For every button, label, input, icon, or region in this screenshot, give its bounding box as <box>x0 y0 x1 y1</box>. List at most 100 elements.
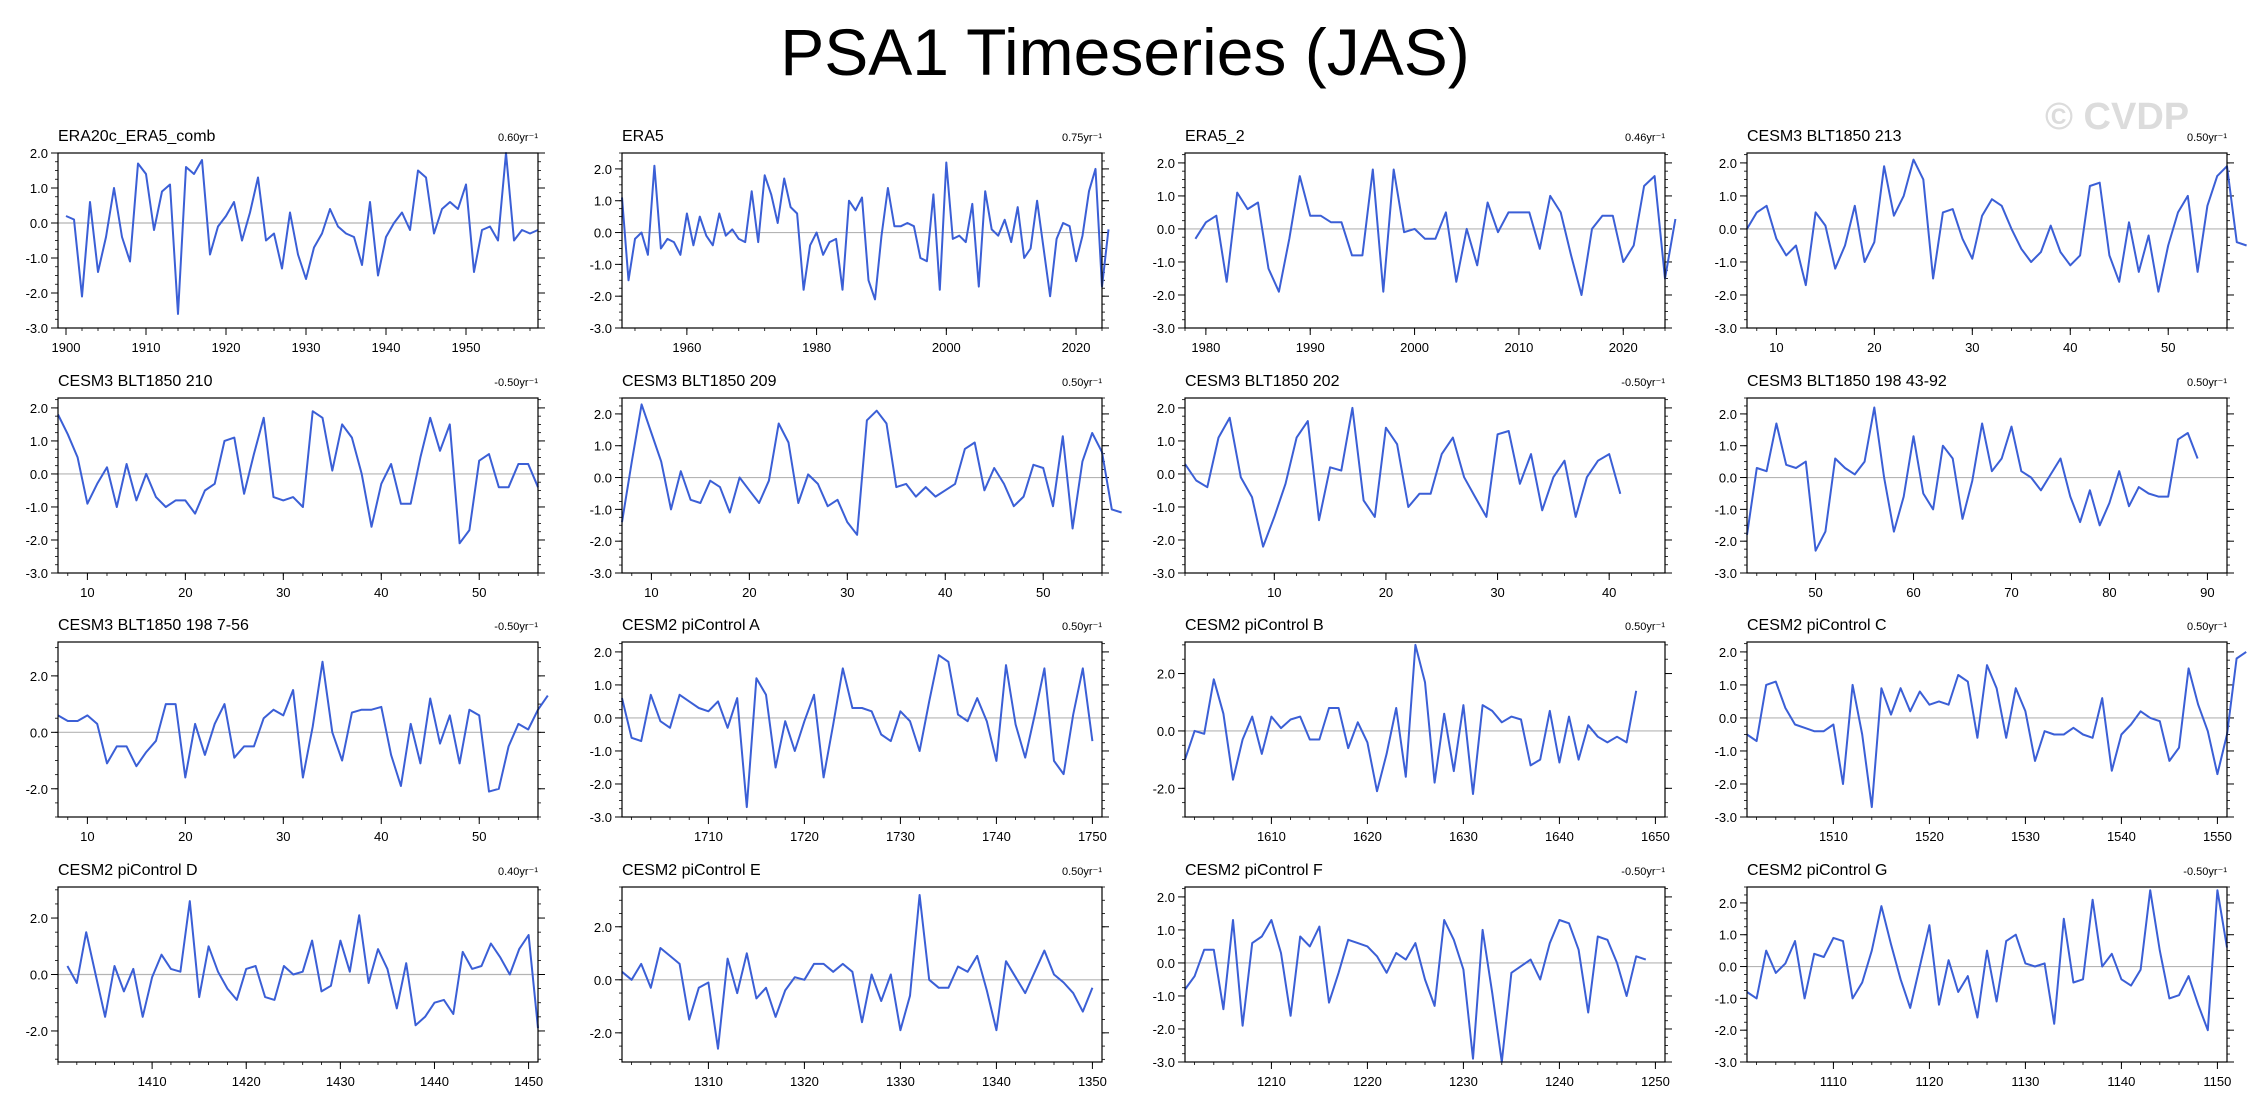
y-tick-label: 2.0 <box>30 911 48 926</box>
trend-label: -0.50yr⁻¹ <box>494 377 538 389</box>
y-tick-label: 1.0 <box>1719 439 1737 454</box>
y-tick-label: 0.0 <box>30 725 48 740</box>
y-tick-label: 0.0 <box>1719 960 1737 975</box>
x-tick-label: 1320 <box>790 1074 819 1089</box>
y-tick-label: -2.0 <box>590 534 612 549</box>
x-tick-label: 10 <box>1769 340 1783 355</box>
trend-label: 0.50yr⁻¹ <box>2187 621 2227 633</box>
y-tick-label: -3.0 <box>1153 1055 1175 1070</box>
trend-label: -0.50yr⁻¹ <box>494 621 538 633</box>
y-tick-label: 2.0 <box>1157 890 1175 905</box>
plot-frame <box>1184 886 1666 1063</box>
x-tick-label: 1710 <box>694 829 723 844</box>
x-tick-label: 1550 <box>2203 829 2232 844</box>
y-tick-label: -1.0 <box>1153 989 1175 1004</box>
x-tick-label: 1640 <box>1545 829 1574 844</box>
y-tick-label: 0.0 <box>1157 467 1175 482</box>
y-tick-label: -2.0 <box>1153 533 1175 548</box>
series-line <box>621 403 1122 536</box>
y-tick-label: 2.0 <box>1157 401 1175 416</box>
plot-frame <box>621 397 1103 574</box>
x-tick-label: 1630 <box>1449 829 1478 844</box>
y-tick-label: -2.0 <box>1715 1023 1737 1038</box>
panel-title: CESM3 BLT1850 210 <box>58 373 213 390</box>
x-tick-label: 20 <box>1379 585 1393 600</box>
y-tick-label: -1.0 <box>1715 744 1737 759</box>
y-tick-label: 2.0 <box>594 407 612 422</box>
series-line <box>57 410 539 545</box>
x-tick-label: 2020 <box>1062 340 1091 355</box>
plot-frame <box>1746 641 2228 818</box>
trend-label: -0.50yr⁻¹ <box>1621 377 1665 389</box>
panel-title: ERA5_2 <box>1185 128 1245 145</box>
y-tick-label: -2.0 <box>590 289 612 304</box>
y-tick-label: -2.0 <box>1715 534 1737 549</box>
y-tick-label: 1.0 <box>1157 434 1175 449</box>
x-tick-label: 2020 <box>1609 340 1638 355</box>
panel-title: CESM2 piControl C <box>1747 617 1887 634</box>
series-line <box>1184 406 1622 548</box>
y-tick-label: 0.0 <box>30 467 48 482</box>
x-tick-label: 1140 <box>2107 1074 2135 1089</box>
series-line <box>1746 406 2199 552</box>
x-tick-label: 10 <box>644 585 658 600</box>
panel-title: CESM2 piControl E <box>622 862 761 879</box>
y-tick-label: -1.0 <box>26 500 48 515</box>
x-tick-label: 2000 <box>1400 340 1429 355</box>
x-tick-label: 1940 <box>372 340 401 355</box>
y-tick-label: 0.0 <box>1157 956 1175 971</box>
y-tick-label: 0.0 <box>1157 222 1175 237</box>
y-tick-label: -1.0 <box>1715 502 1737 517</box>
x-tick-label: 1410 <box>138 1074 167 1089</box>
y-tick-label: -3.0 <box>1715 566 1737 581</box>
series-line <box>1746 158 2247 293</box>
x-tick-label: 1240 <box>1545 1074 1574 1089</box>
x-tick-label: 50 <box>2161 340 2175 355</box>
x-tick-label: 1110 <box>1820 1074 1847 1089</box>
plot-frame <box>57 641 539 818</box>
y-tick-label: 0.0 <box>594 471 612 486</box>
series-line <box>621 894 1094 1050</box>
x-tick-label: 70 <box>2004 585 2018 600</box>
plot-frame <box>621 886 1103 1063</box>
plot-frame <box>1746 886 2228 1063</box>
panel-title: CESM3 BLT1850 213 <box>1747 128 1902 145</box>
trend-label: -0.50yr⁻¹ <box>2183 866 2227 878</box>
trend-label: 0.50yr⁻¹ <box>2187 377 2227 389</box>
x-tick-label: 50 <box>1808 585 1822 600</box>
x-tick-label: 1980 <box>802 340 831 355</box>
series-line <box>65 152 539 315</box>
trend-label: -0.50yr⁻¹ <box>1621 866 1665 878</box>
y-tick-label: -3.0 <box>1153 321 1175 336</box>
trend-label: 0.46yr⁻¹ <box>1625 132 1665 144</box>
y-tick-label: -3.0 <box>590 321 612 336</box>
y-tick-label: -1.0 <box>590 502 612 517</box>
x-tick-label: 1250 <box>1641 1074 1670 1089</box>
y-tick-label: -3.0 <box>590 566 612 581</box>
y-tick-label: -3.0 <box>1153 566 1175 581</box>
x-tick-label: 1330 <box>886 1074 915 1089</box>
y-tick-label: 0.0 <box>1157 724 1175 739</box>
x-tick-label: 1910 <box>132 340 161 355</box>
x-tick-label: 1980 <box>1191 340 1220 355</box>
x-tick-label: 40 <box>938 585 952 600</box>
x-tick-label: 40 <box>374 829 388 844</box>
x-tick-label: 40 <box>1602 585 1616 600</box>
x-tick-label: 1990 <box>1296 340 1325 355</box>
y-tick-label: 1.0 <box>1157 189 1175 204</box>
plot-frame <box>57 152 539 329</box>
x-tick-label: 1350 <box>1078 1074 1107 1089</box>
y-tick-label: 2.0 <box>1719 156 1737 171</box>
x-tick-label: 1420 <box>232 1074 261 1089</box>
y-tick-label: 1.0 <box>594 439 612 454</box>
x-tick-label: 1130 <box>2011 1074 2039 1089</box>
x-tick-label: 60 <box>1906 585 1920 600</box>
x-tick-label: 1540 <box>2107 829 2136 844</box>
y-tick-label: 2.0 <box>594 920 612 935</box>
panel-title: CESM2 piControl A <box>622 617 760 634</box>
y-tick-label: 0.0 <box>594 711 612 726</box>
y-tick-label: 1.0 <box>1719 928 1737 943</box>
trend-label: 0.40yr⁻¹ <box>498 866 538 878</box>
trend-label: 0.50yr⁻¹ <box>1062 377 1102 389</box>
